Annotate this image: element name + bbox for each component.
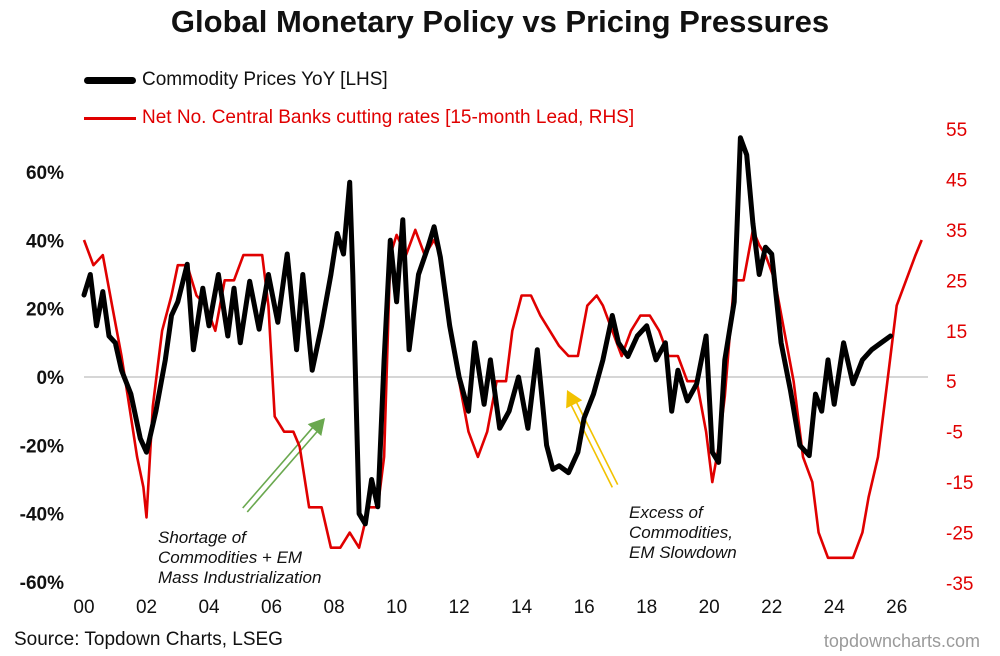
y-right-tick-label: 35	[946, 221, 967, 242]
x-tick-label: 16	[574, 597, 595, 618]
annotation-shortage: Shortage of Commodities + EM Mass Indust…	[158, 528, 321, 588]
legend-swatch-central-banks	[84, 116, 136, 120]
source-note: Source: Topdown Charts, LSEG	[14, 629, 283, 650]
arrow-excess-shaft	[568, 399, 614, 488]
y-right-tick-label: 45	[946, 170, 967, 191]
arrow-excess	[566, 390, 619, 488]
legend-label-central-banks: Net No. Central Banks cutting rates [15-…	[142, 107, 635, 128]
y-left-tick-label: 20%	[26, 300, 64, 321]
x-tick-label: 24	[824, 597, 846, 618]
y-left-tick-label: -60%	[20, 573, 64, 594]
x-tick-label: 00	[73, 597, 94, 618]
y-left-tick-label: 60%	[26, 163, 64, 184]
x-tick-label: 08	[324, 597, 345, 618]
x-tick-label: 18	[636, 597, 657, 618]
legend-swatch-commodity	[84, 76, 136, 84]
x-tick-label: 14	[511, 597, 533, 618]
y-left-tick-label: 0%	[37, 368, 65, 389]
annotation-excess-line-1: Excess of	[629, 503, 703, 522]
legend-label-commodity: Commodity Prices YoY [LHS]	[142, 69, 388, 90]
chart-title: Global Monetary Policy vs Pricing Pressu…	[170, 4, 830, 39]
y-right-tick-label: 25	[946, 271, 967, 292]
arrow-excess-shaft	[573, 397, 619, 486]
y-right-tick-label: -25	[946, 524, 973, 545]
legend-item-central-banks: Net No. Central Banks cutting rates [15-…	[84, 106, 634, 130]
y-left-tick-label: -20%	[20, 436, 64, 457]
watermark: topdowncharts.com	[823, 631, 980, 651]
series-line-commodity	[81, 135, 893, 527]
annotation-excess-line-3: EM Slowdown	[629, 543, 737, 562]
y-right-tick-label: 5	[946, 372, 957, 393]
arrow-shortage	[242, 418, 325, 513]
annotation-excess-line-2: Commodities,	[629, 523, 733, 542]
y-left-tick-label: 40%	[26, 231, 64, 252]
x-tick-label: 10	[386, 597, 407, 618]
x-tick-label: 06	[261, 597, 282, 618]
x-tick-label: 26	[886, 597, 907, 618]
x-tick-label: 02	[136, 597, 157, 618]
x-tick-label: 20	[699, 597, 720, 618]
annotation-shortage-line-2: Commodities + EM	[158, 548, 303, 567]
y-right-tick-label: 55	[946, 120, 967, 141]
arrow-excess-head	[566, 390, 583, 409]
arrow-shortage-shaft	[246, 426, 322, 513]
arrow-shortage-head	[307, 418, 325, 436]
y-right-tick-label: -15	[946, 473, 973, 494]
annotation-shortage-line-3: Mass Industrialization	[158, 568, 322, 587]
legend-item-commodity: Commodity Prices YoY [LHS]	[84, 68, 388, 92]
y-right-tick-label: -35	[946, 574, 973, 595]
annotation-shortage-line-1: Shortage of	[158, 528, 246, 547]
y-right-tick-label: -5	[946, 423, 963, 444]
series-line-central-banks	[82, 228, 923, 560]
x-tick-label: 12	[449, 597, 470, 618]
y-right-tick-label: 15	[946, 322, 967, 343]
x-tick-label: 22	[761, 597, 782, 618]
arrow-shortage-shaft	[242, 423, 317, 509]
y-left-tick-label: -40%	[20, 505, 64, 526]
x-tick-label: 04	[198, 597, 220, 618]
annotation-excess: Excess of Commodities, EM Slowdown	[629, 503, 737, 563]
